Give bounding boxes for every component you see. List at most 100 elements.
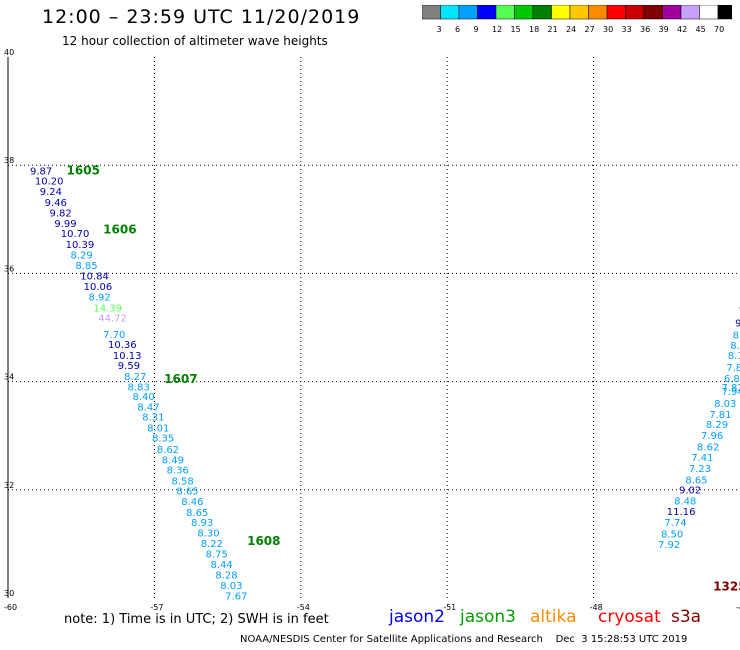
swh-label: 8.75 (206, 549, 228, 560)
legend-label: 42 (677, 25, 687, 34)
y-tick-label: 38 (4, 156, 14, 165)
swh-label: 7.84 (726, 363, 740, 374)
x-tick-label: -51 (443, 603, 456, 612)
satellite-cryosat: cryosat (598, 607, 661, 627)
satellite-jason3: jason3 (460, 607, 516, 627)
swh-label: 8.31 (142, 413, 164, 424)
swh-label: 8.28 (215, 571, 237, 582)
legend-swatch (717, 5, 732, 20)
swh-label: 9.59 (118, 361, 140, 372)
swh-label: 9.24 (40, 187, 62, 198)
satellite-s3a: s3a (671, 607, 702, 627)
swh-label: 8.62 (697, 442, 719, 453)
swh-label: 8.44 (211, 560, 233, 571)
swh-label: 11.16 (667, 507, 696, 518)
swh-label: 10.20 (35, 177, 64, 188)
swh-label: 8.30 (197, 528, 219, 539)
legend-label: 33 (622, 25, 632, 34)
swh-label: 7.70 (103, 330, 125, 341)
swh-label: 8.62 (157, 445, 179, 456)
swh-label: 10.13 (113, 351, 142, 362)
swh-label: 8.65 (186, 508, 208, 519)
y-tick-label: 40 (4, 48, 14, 57)
swh-label: 44.72 (98, 314, 127, 325)
swh-label: 7.82 (721, 383, 740, 394)
swh-label: 10.36 (108, 340, 137, 351)
footer-note: note: 1) Time is in UTC; 2) SWH is in fe… (64, 612, 329, 627)
y-tick-label: 32 (4, 481, 14, 490)
legend-label: 36 (640, 25, 650, 34)
satellite-jason2: jason2 (389, 607, 445, 627)
swh-label: 8.29 (70, 250, 92, 261)
legend-label: 9 (474, 25, 479, 34)
swh-label: 8.36 (167, 466, 189, 477)
legend-label: 27 (585, 25, 595, 34)
swh-label: 7.92 (658, 540, 680, 551)
swh-label: 10.39 (66, 240, 95, 251)
y-tick-label: 30 (4, 589, 14, 598)
legend-label: 18 (529, 25, 539, 34)
swh-label: 8.50 (661, 529, 683, 540)
legend-label: 12 (492, 25, 502, 34)
swh-label: 8.92 (89, 292, 111, 303)
chart-subtitle: 12 hour collection of altimeter wave hei… (62, 34, 328, 48)
time-label: 1605 (67, 163, 100, 177)
x-tick-label: -57 (150, 603, 163, 612)
satellite-altika: altika (530, 607, 577, 627)
swh-label: 9.99 (54, 219, 76, 230)
swh-label: 7.96 (701, 431, 723, 442)
swh-label: 7.41 (691, 453, 713, 464)
legend-label: 39 (659, 25, 669, 34)
swh-label: 7.74 (664, 518, 686, 529)
y-tick-label: 34 (4, 373, 14, 382)
swh-label: 8.29 (706, 420, 728, 431)
time-label: 1607 (164, 372, 197, 386)
credit-line: NOAA/NESDIS Center for Satellite Applica… (240, 634, 688, 645)
x-tick-label: -48 (590, 603, 603, 612)
legend-label: 21 (548, 25, 558, 34)
swh-label: 8.40 (132, 392, 154, 403)
swh-label: 8.83 (128, 382, 150, 393)
swh-label: 8.48 (674, 496, 696, 507)
swh-label: 9.87 (30, 166, 52, 177)
x-tick-label: -60 (4, 603, 17, 612)
swh-label: 9.82 (49, 209, 71, 220)
swh-label: 8.47 (137, 402, 159, 413)
axis-ticks: -60 -57 -54 -51 -48 -45 30 32 34 36 38 40 (4, 48, 740, 612)
swh-label: 8. (733, 330, 740, 341)
swh-label: 8.65 (685, 475, 707, 486)
swh-label: 8.49 (162, 455, 184, 466)
x-tick-label: -54 (297, 603, 310, 612)
chart-title: 12:00 – 23:59 UTC 11/20/2019 (42, 6, 361, 28)
swh-label: 7.67 (225, 592, 247, 603)
swh-label: 7.23 (689, 464, 711, 475)
swh-label: 8.22 (201, 539, 223, 550)
swh-label: 8.46 (181, 497, 203, 508)
swh-label: 7.94 (721, 387, 740, 398)
y-tick-label: 36 (4, 264, 14, 273)
swh-label: 14.39 (93, 303, 122, 314)
swh-label: 9.46 (45, 198, 67, 209)
legend-label: 45 (696, 25, 706, 34)
time-label: 1608 (247, 534, 280, 548)
grid-lines (7, 57, 740, 598)
swh-label: 8.01 (147, 423, 169, 434)
swh-label: 8.27 (124, 372, 146, 383)
legend-label: 70 (714, 25, 724, 34)
swh-label: 8. (730, 341, 740, 352)
swh-label: 8.85 (75, 261, 97, 272)
swh-label: 8.58 (171, 476, 193, 487)
swh-label: 8.65 (176, 487, 198, 498)
swh-label: 8.03 (220, 581, 242, 592)
x-tick-label: -45 (736, 603, 740, 612)
swh-label: 10.06 (84, 282, 113, 293)
swh-label: 7.81 (709, 410, 731, 421)
time-label: 1606 (103, 222, 136, 236)
legend-label: 3 (437, 25, 442, 34)
legend-label: 15 (511, 25, 521, 34)
data-labels: 9.8710.209.249.469.829.9910.7010.398.298… (30, 163, 740, 602)
legend-label: 6 (455, 25, 460, 34)
swh-label: 8.03 (714, 399, 736, 410)
